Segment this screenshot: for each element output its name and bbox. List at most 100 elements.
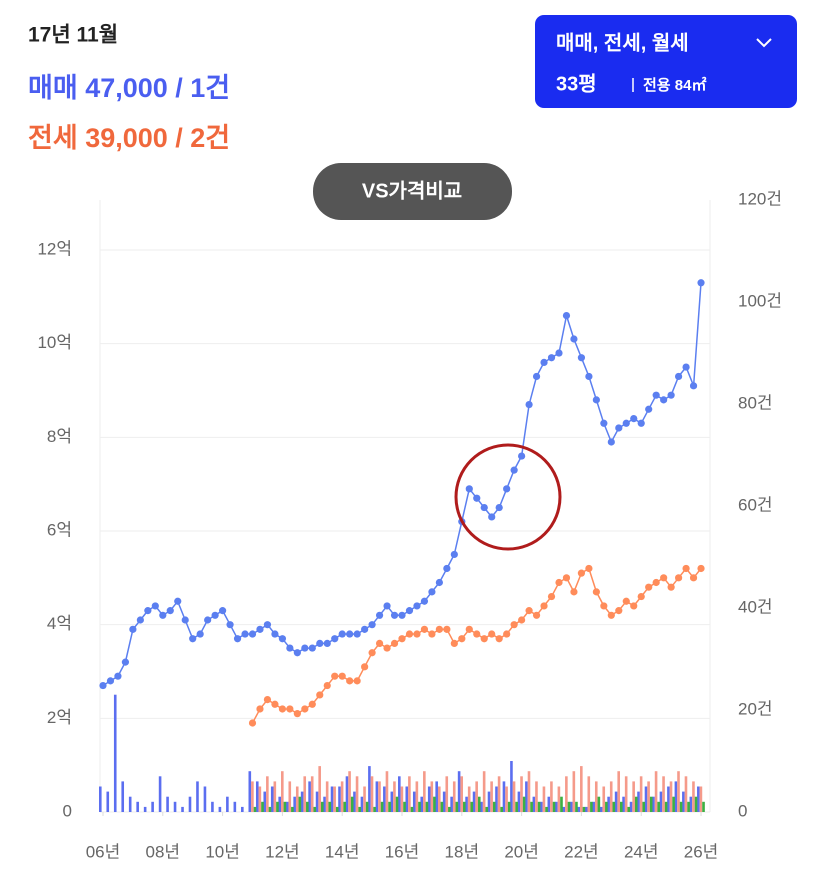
- volume-bar: [437, 786, 441, 812]
- price-point: [263, 696, 272, 704]
- volume-bar: [258, 786, 262, 812]
- price-point: [458, 635, 466, 643]
- volume-bar: [689, 796, 693, 812]
- price-point: [607, 611, 615, 619]
- volume-bar: [425, 801, 429, 812]
- price-point: [473, 494, 481, 502]
- volume-bar: [674, 781, 678, 812]
- volume-bar: [472, 791, 476, 812]
- price-point: [473, 630, 481, 638]
- price-point: [562, 311, 571, 320]
- price-point: [293, 710, 301, 718]
- x-tick-label: 20년: [504, 842, 539, 861]
- price-point: [652, 391, 660, 399]
- price-point: [316, 639, 324, 648]
- price-point: [129, 625, 137, 633]
- price-point: [375, 611, 384, 619]
- volume-bar: [353, 791, 356, 812]
- volume-bar: [552, 801, 556, 812]
- volume-bar: [540, 801, 543, 812]
- volume-bar: [430, 781, 434, 812]
- volume-bar: [662, 776, 665, 812]
- price-point: [301, 705, 309, 713]
- price-point: [600, 602, 608, 610]
- jeonse-label: 전세: [28, 123, 78, 153]
- volume-bar: [642, 801, 646, 812]
- y-tick-label: 8억: [47, 427, 72, 446]
- x-tick-label: 26년: [684, 842, 719, 861]
- volume-bar: [373, 806, 376, 812]
- volume-bar: [545, 806, 548, 812]
- volume-bar: [672, 796, 675, 812]
- price-point: [443, 625, 451, 633]
- volume-bar: [550, 781, 553, 812]
- volume-bar: [308, 781, 311, 812]
- volume-bar: [300, 791, 304, 812]
- volume-bar: [415, 781, 419, 812]
- price-point: [547, 592, 556, 601]
- price-point: [405, 630, 414, 638]
- price-point: [189, 635, 197, 643]
- y-tick-label: 0: [63, 801, 72, 820]
- price-point: [667, 391, 675, 399]
- y-tick-label: 10억: [37, 333, 72, 352]
- volume-bar: [594, 781, 598, 812]
- volume-bar: [375, 781, 379, 812]
- price-point: [226, 621, 234, 629]
- volume-bar: [398, 776, 401, 812]
- x-tick-label: 16년: [385, 842, 420, 861]
- compare-label: VS가격비교: [362, 179, 462, 202]
- price-point: [144, 607, 152, 615]
- price-point: [413, 602, 421, 610]
- volume-bar: [427, 786, 431, 812]
- price-point: [435, 625, 443, 633]
- volume-bar: [412, 791, 416, 812]
- volume-bar: [315, 791, 319, 812]
- compare-button[interactable]: VS가격비교: [313, 163, 512, 220]
- volume-bar: [143, 806, 147, 812]
- volume-bar: [677, 771, 680, 812]
- volume-bar: [542, 786, 546, 812]
- price-point: [443, 564, 451, 573]
- volume-bar: [527, 771, 531, 812]
- volume-bar: [477, 796, 481, 812]
- volume-bar: [697, 786, 700, 812]
- x-tick-label: 06년: [86, 842, 121, 861]
- price-point: [159, 611, 167, 619]
- volume-bar: [480, 801, 483, 812]
- sale-label: 매매: [28, 73, 78, 103]
- volume-bar: [303, 776, 307, 812]
- volume-bar: [395, 796, 399, 812]
- volume-bar: [554, 801, 558, 812]
- price-point: [241, 630, 249, 638]
- volume-bar: [370, 776, 374, 812]
- volume-bar: [627, 806, 631, 812]
- volume-bar: [652, 796, 655, 812]
- volume-bar: [203, 786, 207, 812]
- volume-bar: [136, 801, 139, 812]
- chevron: [756, 38, 772, 48]
- volume-bar: [629, 801, 633, 812]
- price-point: [263, 621, 272, 629]
- price-point: [570, 335, 578, 343]
- jeonse-summary: 전세 39,000 / 2건: [28, 123, 230, 153]
- filter-types: 매매, 전세, 월세: [556, 31, 689, 54]
- price-point: [488, 513, 496, 521]
- sale-text: 47,000 / 1건: [85, 73, 230, 103]
- volume-bar: [408, 776, 411, 812]
- price-point: [151, 602, 159, 610]
- volume-bar: [241, 806, 244, 812]
- volume-bar: [654, 771, 658, 812]
- volume-bar: [263, 791, 267, 812]
- volume-bar: [567, 801, 571, 812]
- price-point: [600, 419, 608, 427]
- filter-button[interactable]: 매매, 전세, 월세 33평 전용 84㎡: [535, 15, 797, 108]
- volume-bar: [569, 801, 573, 812]
- volume-bar: [121, 781, 125, 812]
- price-point: [675, 372, 683, 381]
- volume-bar: [440, 801, 444, 812]
- price-point: [136, 616, 144, 624]
- volume-bar: [211, 801, 214, 812]
- volume-bar: [251, 781, 254, 812]
